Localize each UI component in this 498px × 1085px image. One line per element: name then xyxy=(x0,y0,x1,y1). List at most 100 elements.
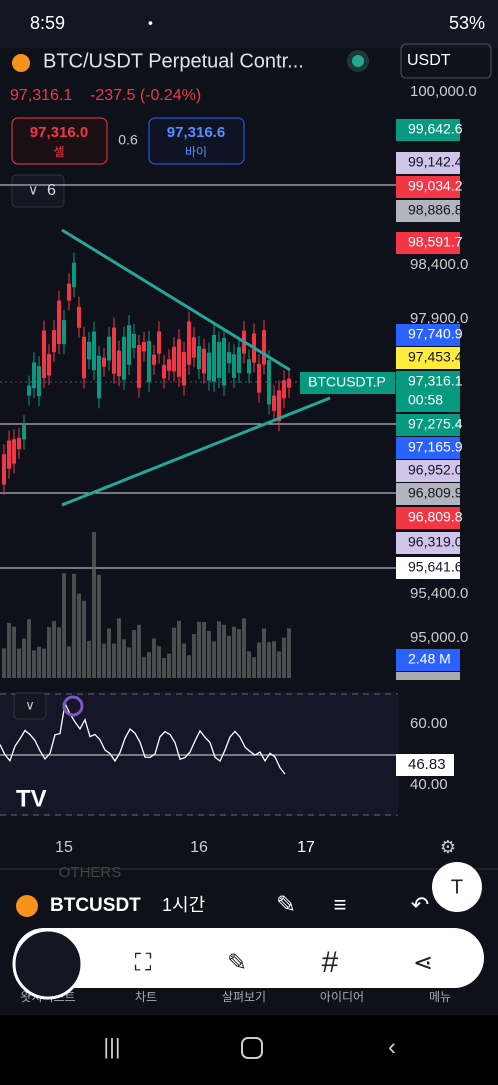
price-axis-label: 95,400.0 xyxy=(410,585,468,602)
volume-bar xyxy=(122,639,126,678)
candle-body xyxy=(162,364,166,379)
candle-body xyxy=(177,339,181,377)
volume-bar xyxy=(252,657,256,678)
candle-body xyxy=(57,300,61,345)
candle-body xyxy=(227,352,231,364)
candle-body xyxy=(157,331,161,354)
candle-body xyxy=(107,336,111,361)
price-tag: 99,142.4 xyxy=(408,154,463,170)
price-tag-bg xyxy=(396,324,460,346)
price-tag-bg xyxy=(396,414,460,436)
candle-body xyxy=(142,341,146,352)
time-axis-label: 15 xyxy=(55,839,73,856)
status-dot: • xyxy=(148,15,153,31)
scan-icon[interactable]: ⛶ xyxy=(134,949,152,976)
volume-bar xyxy=(247,651,251,678)
bottom-tab[interactable]: 아이디어 xyxy=(320,990,364,1004)
volume-bar xyxy=(197,621,201,678)
sell-button[interactable] xyxy=(11,117,108,165)
sell-label[interactable]: 셀 xyxy=(53,145,64,159)
candle-body xyxy=(207,352,211,381)
indicator-count[interactable]: 6 xyxy=(47,182,56,199)
volume-bar xyxy=(62,573,66,678)
volume-bar xyxy=(112,643,116,678)
chevron[interactable]: ∨ xyxy=(25,697,35,712)
candle-body xyxy=(127,325,131,365)
candle-body xyxy=(97,355,101,399)
undo-icon[interactable]: ↶ xyxy=(411,892,429,917)
candle-body xyxy=(152,354,156,365)
volume-bar xyxy=(27,619,31,678)
nav-recent[interactable]: ||| xyxy=(103,1034,120,1059)
separator xyxy=(0,868,498,870)
volume-bar xyxy=(172,627,176,678)
rsi-value: 46.83 xyxy=(408,756,446,773)
text-button[interactable] xyxy=(432,862,482,912)
candle-body xyxy=(77,306,81,328)
status-dot xyxy=(352,55,364,67)
volume-bar xyxy=(182,643,186,678)
nav-home[interactable] xyxy=(241,1037,263,1059)
price-tag: 97,316.1 xyxy=(408,373,463,389)
volume-bar xyxy=(147,652,151,678)
candle-body xyxy=(87,341,91,360)
volume-bar xyxy=(212,641,216,678)
candle-body xyxy=(217,341,221,378)
sell-price[interactable]: 97,316.0 xyxy=(30,124,88,141)
bottom-tab[interactable]: 메뉴 xyxy=(429,990,451,1004)
toolbar-interval[interactable]: 1시간 xyxy=(162,895,205,915)
candle-body xyxy=(47,354,51,376)
bottom-tab[interactable]: 살펴보기 xyxy=(222,990,266,1004)
candle-body xyxy=(112,327,116,374)
price-tag: 95,641.6 xyxy=(408,559,463,575)
edit-icon[interactable]: ✎ xyxy=(227,949,247,976)
buy-label[interactable]: 바이 xyxy=(185,145,207,159)
volume-bar xyxy=(67,646,71,678)
volume-bar xyxy=(132,630,136,678)
candle-body xyxy=(122,336,126,380)
thumbnail[interactable] xyxy=(12,928,84,1000)
currency-select[interactable] xyxy=(400,43,492,79)
candle-body xyxy=(82,336,86,379)
btc-icon xyxy=(16,895,38,917)
volume-bar xyxy=(37,646,41,678)
volume-bar xyxy=(257,642,261,678)
volume-bar xyxy=(277,651,281,678)
chevron[interactable]: ∨ xyxy=(28,182,38,198)
candle-body xyxy=(182,351,186,386)
settings-icon[interactable]: ⚙ xyxy=(440,837,456,857)
buy-price[interactable]: 97,316.6 xyxy=(167,124,225,141)
indicator-toggle[interactable] xyxy=(11,174,65,208)
price-tag: 00:58 xyxy=(408,392,443,408)
draw-icon[interactable]: ✎ xyxy=(276,891,296,918)
bottom-tab[interactable]: 차트 xyxy=(135,990,157,1004)
price-tag-bg xyxy=(396,119,460,141)
currency[interactable]: USDT xyxy=(407,52,451,69)
candle-body xyxy=(132,333,136,349)
rsi-axis-label: 60.00 xyxy=(410,715,448,732)
price-tag-bg xyxy=(396,200,460,222)
price-axis-label: 97,900.0 xyxy=(410,310,468,327)
nav-back[interactable]: ‹ xyxy=(388,1033,396,1060)
price-tag-bg xyxy=(396,483,460,505)
share-icon[interactable]: ⋖ xyxy=(413,949,433,976)
candle-body xyxy=(192,337,196,358)
indicators-icon[interactable]: ≡ xyxy=(334,892,347,917)
candle-body xyxy=(67,283,71,301)
buy-button[interactable] xyxy=(148,117,245,165)
text-icon[interactable]: T xyxy=(451,876,463,898)
header-title[interactable]: BTC/USDT Perpetual Contr... xyxy=(43,50,304,72)
time-axis-label: 17 xyxy=(297,839,315,856)
candle-body xyxy=(232,354,236,378)
volume-bar xyxy=(142,657,146,678)
hash-icon[interactable]: # xyxy=(322,946,339,979)
toolbar-symbol[interactable]: BTCUSDT xyxy=(50,895,141,916)
candle-body xyxy=(202,348,206,374)
candle-body xyxy=(72,262,76,288)
candle-body xyxy=(137,345,141,388)
time-axis-label: 16 xyxy=(190,839,208,856)
pane-toggle[interactable] xyxy=(13,692,47,720)
btc-icon xyxy=(12,54,30,72)
candle-body xyxy=(187,321,191,365)
trendline xyxy=(61,228,291,372)
